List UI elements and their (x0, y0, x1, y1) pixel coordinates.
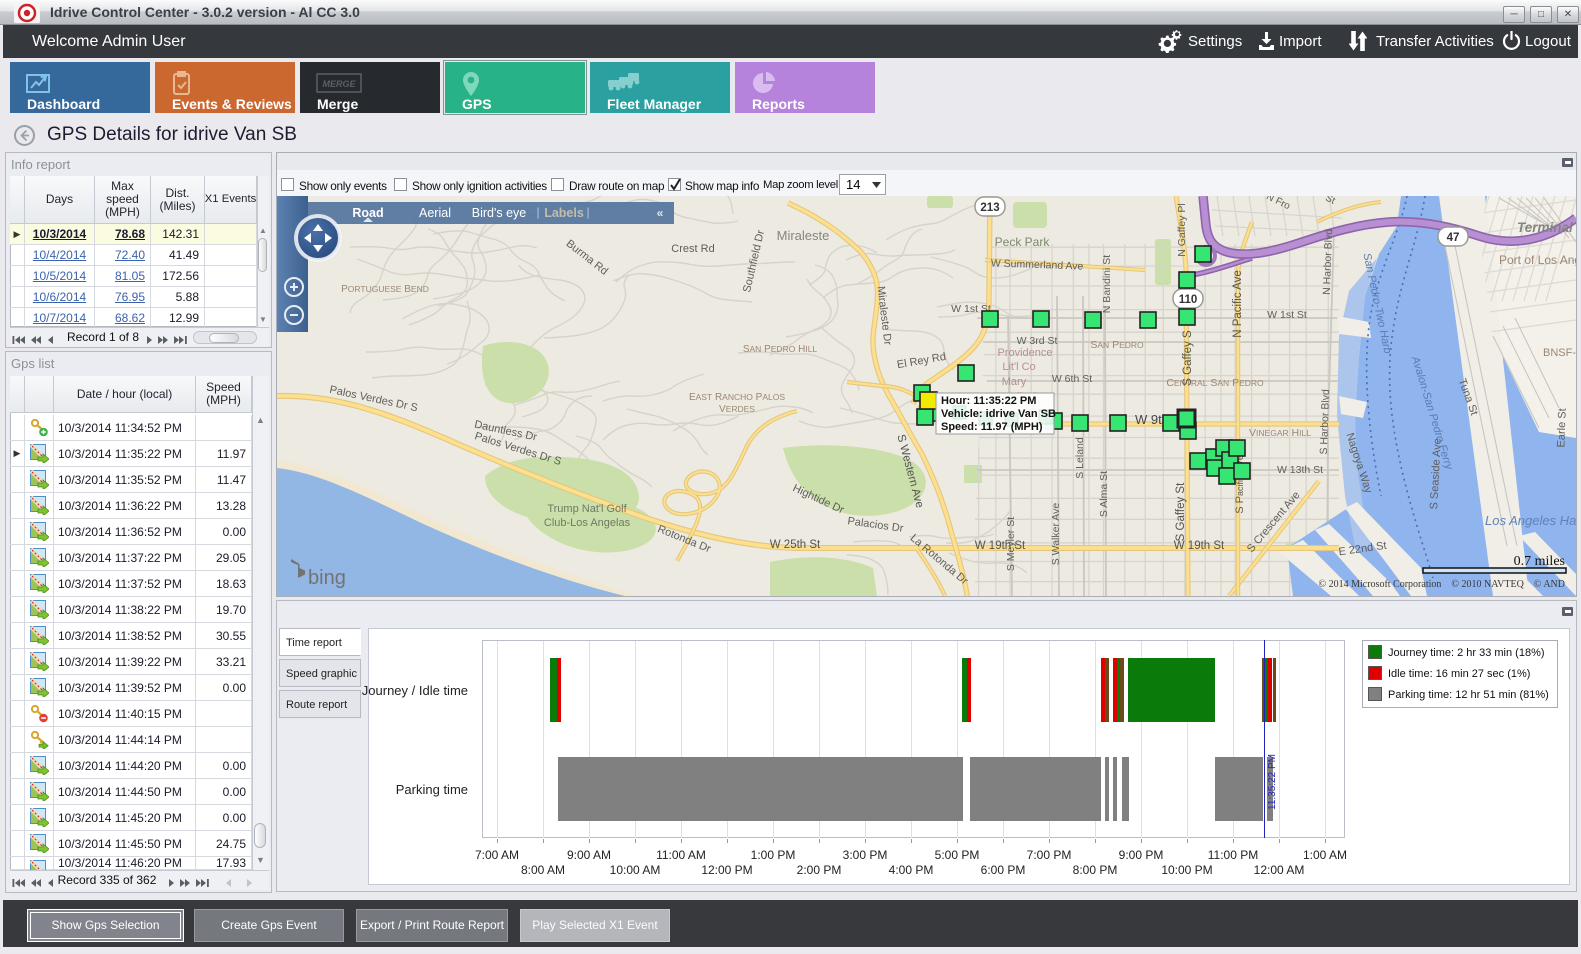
svg-text:110: 110 (1179, 294, 1198, 306)
svg-text:Earle St: Earle St (1555, 408, 1568, 448)
svg-text:47: 47 (1447, 232, 1460, 244)
svg-text:Peck Park: Peck Park (995, 235, 1051, 249)
svg-text:W 13th St: W 13th St (1277, 464, 1323, 476)
svg-text:N Pacific Ave: N Pacific Ave (1232, 270, 1244, 338)
svg-text:CENTRAL SAN PEDRO: CENTRAL SAN PEDRO (1166, 377, 1264, 389)
svg-text:S Harbor Blvd: S Harbor Blvd (1318, 389, 1332, 455)
svg-text:W 1st St: W 1st St (1267, 309, 1307, 321)
svg-text:Crest Rd: Crest Rd (671, 243, 714, 255)
svg-text:|: | (586, 205, 589, 219)
svg-text:Mary: Mary (1002, 376, 1027, 388)
svg-text:N Bandini St: N Bandini St (1101, 255, 1113, 313)
svg-text:Providence: Providence (997, 347, 1052, 359)
svg-text:S Meyler St: S Meyler St (1005, 517, 1017, 571)
svg-text:© 2014 Microsoft Corporation: © 2014 Microsoft Corporation © 2010 NAVT… (1319, 579, 1565, 590)
svg-text:S Gaffey St: S Gaffey St (1175, 482, 1187, 541)
svg-text:Port of Los Angel: Port of Los Angel (1499, 253, 1576, 267)
svg-text:VINEGAR HILL: VINEGAR HILL (1249, 427, 1311, 439)
svg-text:Vehicle: idrive Van SB: Vehicle: idrive Van SB (941, 408, 1056, 420)
svg-text:W 19th St: W 19th St (975, 540, 1026, 552)
svg-text:|: | (536, 205, 539, 219)
svg-text:Aerial: Aerial (419, 206, 451, 220)
svg-text:W 6th St: W 6th St (1052, 373, 1092, 385)
svg-text:EAST RANCHO PALOS: EAST RANCHO PALOS (689, 392, 785, 403)
svg-text:MERGE: MERGE (322, 79, 356, 89)
svg-text:S Gaffey S: S Gaffey S (1182, 330, 1194, 386)
svg-text:Lit'l Co: Lit'l Co (1002, 361, 1035, 373)
svg-text:«: « (657, 206, 664, 220)
svg-text:St: St (1323, 196, 1337, 207)
svg-text:Terminal Is: Terminal Is (1517, 220, 1576, 235)
svg-text:BNSF-Port: BNSF-Port (1543, 347, 1576, 359)
svg-text:Road: Road (352, 206, 383, 220)
svg-text:PORTUGUESE BEND: PORTUGUESE BEND (341, 284, 429, 295)
svg-text:W 3rd St: W 3rd St (1017, 335, 1058, 347)
svg-text:W 19th St: W 19th St (1174, 540, 1225, 552)
svg-text:Club-Los Angelas: Club-Los Angelas (544, 517, 631, 529)
svg-text:Trump Nat'l Golf: Trump Nat'l Golf (547, 503, 627, 515)
svg-text:N Gaffey Pl: N Gaffey Pl (1176, 203, 1188, 257)
svg-text:Bird's eye: Bird's eye (472, 206, 527, 220)
svg-text:W 25th St: W 25th St (770, 539, 821, 551)
svg-text:S Walker Ave: S Walker Ave (1050, 503, 1062, 566)
svg-text:0.7 miles: 0.7 miles (1514, 554, 1565, 569)
svg-text:Speed: 11.97 (MPH): Speed: 11.97 (MPH) (941, 421, 1043, 433)
svg-text:S Leland: S Leland (1074, 437, 1086, 479)
svg-text:W Summerland Ave: W Summerland Ave (991, 257, 1084, 272)
svg-text:bing: bing (308, 567, 346, 589)
svg-text:S Seaside Ave: S Seaside Ave (1428, 438, 1444, 510)
svg-text:Los Angeles Harb: Los Angeles Harb (1485, 513, 1576, 528)
svg-text:VERDES: VERDES (719, 404, 755, 415)
svg-text:Miraleste: Miraleste (777, 228, 830, 243)
svg-text:SAN PEDRO: SAN PEDRO (1090, 339, 1144, 351)
svg-text:N Harbor Blvd: N Harbor Blvd (1321, 229, 1335, 295)
svg-text:S Alma St: S Alma St (1098, 471, 1110, 517)
svg-text:Hour: 11:35:22 PM: Hour: 11:35:22 PM (941, 395, 1036, 407)
svg-text:213: 213 (980, 202, 999, 214)
svg-text:Labels: Labels (544, 206, 584, 220)
svg-text:W 1st St: W 1st St (951, 303, 991, 315)
svg-text:SAN PEDRO HILL: SAN PEDRO HILL (743, 344, 818, 355)
